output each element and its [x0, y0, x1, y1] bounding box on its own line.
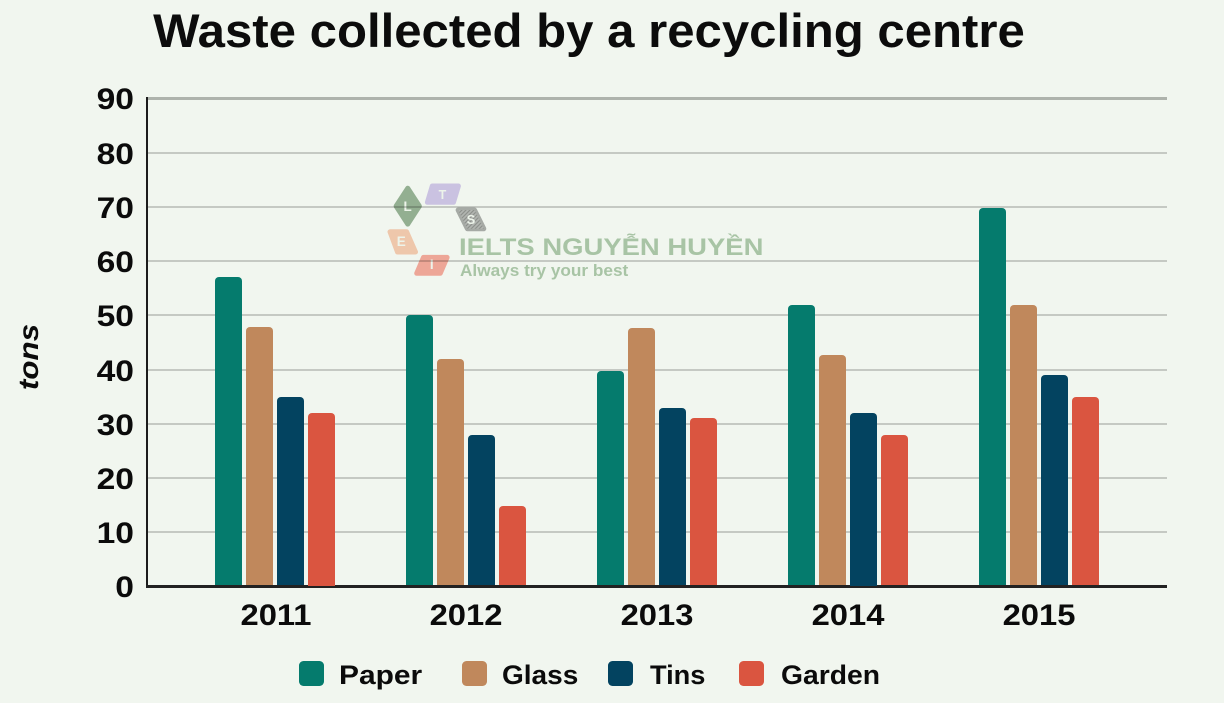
svg-text:I: I	[430, 257, 434, 272]
svg-text:T: T	[439, 188, 447, 202]
svg-text:L: L	[403, 199, 411, 214]
svg-text:E: E	[397, 234, 406, 249]
svg-text:S: S	[467, 212, 476, 227]
